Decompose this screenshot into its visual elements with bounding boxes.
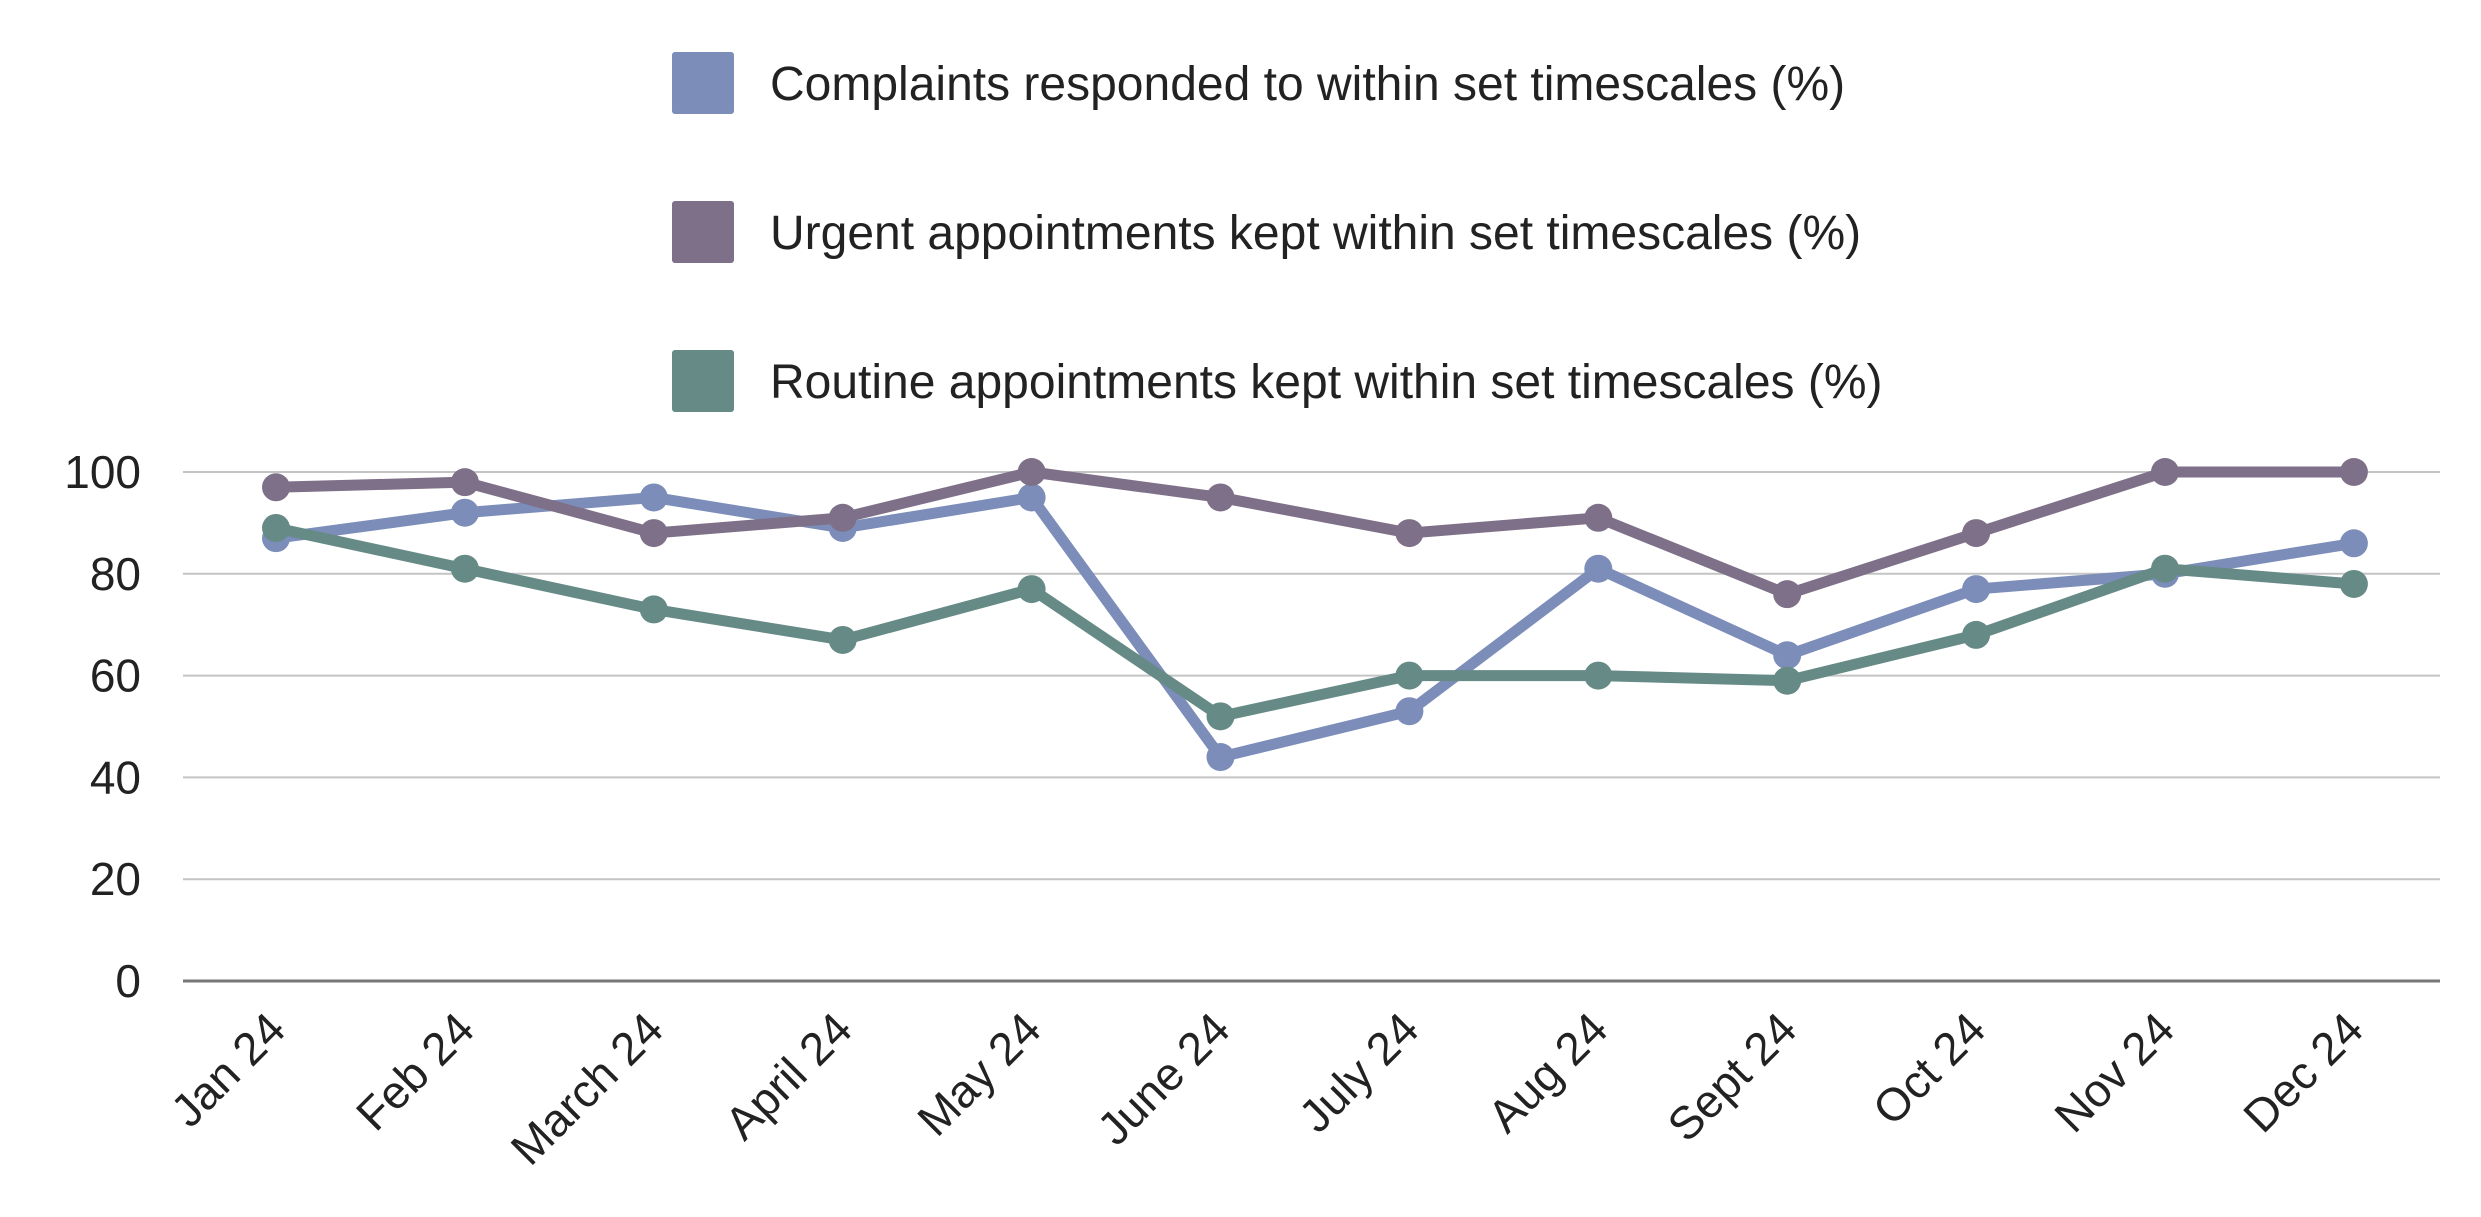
y-tick-label: 80 (90, 548, 141, 600)
data-point (2339, 458, 2368, 486)
legend-swatch (672, 52, 734, 114)
y-tick-label: 100 (64, 446, 141, 498)
data-point (639, 519, 668, 548)
data-point (1584, 503, 1613, 532)
series-line (270, 491, 2360, 763)
data-point (1584, 661, 1613, 690)
data-point (1395, 697, 1424, 726)
data-point (639, 595, 668, 624)
data-point (1206, 702, 1235, 731)
data-point (450, 468, 479, 497)
data-point (2151, 458, 2179, 486)
series-layer (262, 458, 2368, 772)
x-tick-label: June 24 (1087, 1002, 1240, 1155)
legend-label: Urgent appointments kept within set time… (770, 207, 1861, 260)
x-tick-label: May 24 (907, 1002, 1050, 1145)
data-point (1017, 483, 1046, 512)
data-point (1962, 519, 1991, 548)
legend-label: Complaints responded to within set times… (770, 58, 1845, 111)
data-point (1773, 666, 1802, 695)
data-point (262, 513, 290, 542)
series-complaints-responded-to-within-set-timescales (262, 483, 2368, 772)
legend-swatch (672, 201, 734, 263)
y-tick-label: 60 (90, 650, 141, 702)
x-tick-label: April 24 (715, 1002, 862, 1149)
legend-swatch (672, 350, 734, 412)
legend-item: Urgent appointments kept within set time… (672, 201, 1861, 263)
data-point (2339, 529, 2368, 558)
data-point (828, 625, 857, 654)
data-point (2339, 569, 2368, 598)
y-axis: 0 20 40 60 80 100 (64, 446, 141, 1007)
series-line (270, 466, 2360, 600)
data-point (1395, 661, 1424, 690)
data-point (828, 503, 857, 532)
x-tick-label: March 24 (501, 1002, 673, 1174)
data-point (262, 473, 290, 502)
data-point (639, 483, 668, 512)
data-point (1962, 620, 1991, 649)
data-point (450, 498, 479, 527)
x-tick-label: Feb 24 (346, 1002, 484, 1140)
series-urgent-appointments-kept-within-set-timescales (262, 458, 2368, 609)
data-point (1962, 575, 1991, 604)
data-point (1773, 641, 1802, 670)
x-tick-label: Dec 24 (2233, 1002, 2373, 1142)
y-tick-label: 0 (115, 955, 141, 1007)
x-tick-label: Oct 24 (1863, 1002, 1996, 1135)
data-point (1773, 580, 1802, 609)
legend-item: Routine appointments kept within set tim… (672, 350, 1883, 412)
legend: Complaints responded to within set times… (672, 52, 1883, 412)
data-point (1206, 743, 1235, 772)
data-point (1017, 575, 1046, 604)
x-tick-label: Nov 24 (2044, 1002, 2184, 1142)
data-point (1395, 519, 1424, 548)
series-routine-appointments-kept-within-set-timescales (262, 513, 2368, 731)
legend-item: Complaints responded to within set times… (672, 52, 1845, 114)
x-tick-label: Sept 24 (1657, 1002, 1806, 1151)
y-tick-label: 20 (90, 853, 141, 905)
data-point (1017, 458, 1046, 486)
gridlines (183, 471, 2440, 983)
x-tick-label: Jan 24 (161, 1002, 295, 1136)
series-line (270, 522, 2360, 722)
data-point (2151, 554, 2179, 583)
data-point (1584, 554, 1613, 583)
legend-label: Routine appointments kept within set tim… (770, 356, 1883, 409)
x-tick-label: Aug 24 (1478, 1002, 1618, 1142)
x-tick-label: July 24 (1289, 1002, 1429, 1142)
data-point (1206, 483, 1235, 512)
y-tick-label: 40 (90, 751, 141, 803)
data-point (450, 554, 479, 583)
x-axis: Jan 24 Feb 24 March 24 April 24 May 24 June 2… (161, 1002, 2373, 1174)
